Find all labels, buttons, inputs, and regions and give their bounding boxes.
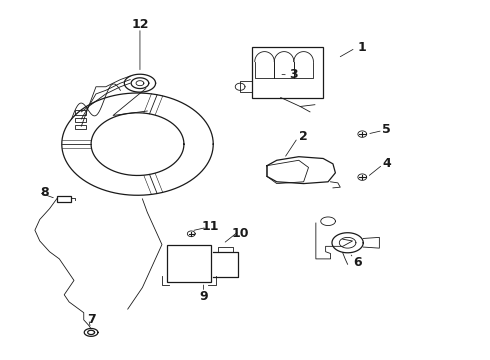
Bar — [75, 125, 86, 129]
Text: 1: 1 — [358, 41, 367, 54]
Text: 5: 5 — [382, 123, 391, 136]
Text: 12: 12 — [131, 18, 148, 31]
Bar — [57, 196, 71, 202]
Bar — [252, 47, 323, 98]
Text: 8: 8 — [40, 186, 49, 199]
Text: 2: 2 — [299, 130, 308, 144]
Text: 7: 7 — [87, 313, 96, 327]
Bar — [167, 244, 211, 282]
Bar — [75, 111, 86, 115]
Text: 3: 3 — [290, 68, 298, 81]
Text: 11: 11 — [202, 220, 220, 233]
Text: 4: 4 — [382, 157, 391, 170]
Text: 10: 10 — [231, 227, 249, 240]
Text: 6: 6 — [353, 256, 362, 269]
Text: 9: 9 — [199, 290, 208, 303]
Bar — [75, 118, 86, 122]
